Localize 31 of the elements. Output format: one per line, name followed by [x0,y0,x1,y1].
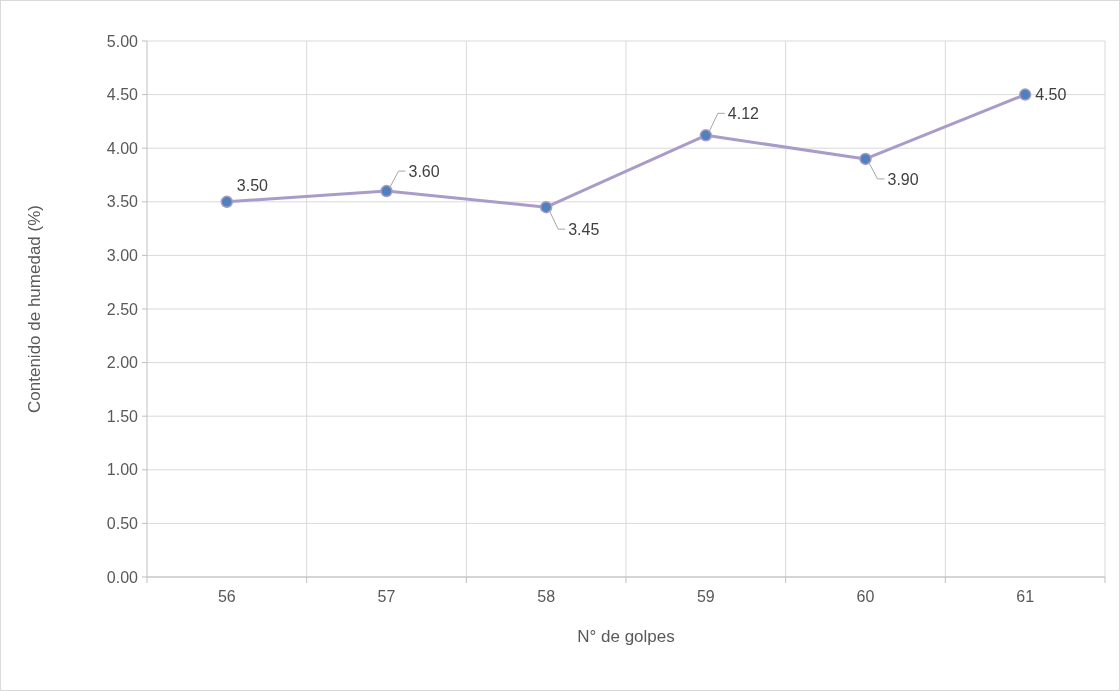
x-tick-label: 56 [217,588,236,605]
y-tick-label: 4.00 [106,139,139,157]
point [699,129,713,142]
y-tick-label: 5.00 [106,32,139,50]
y-tick-label: 2.00 [106,354,139,372]
y-tick-label: 1.50 [106,407,139,425]
x-tick-label: 57 [377,588,396,605]
data-label: 3.50 [236,177,269,195]
x-tick-label: 61 [1016,588,1035,605]
y-tick-label: 3.00 [106,247,139,264]
y-tick-label: 0.00 [106,568,139,586]
y-tick-label: 4.50 [106,86,139,104]
data-label: 3.60 [408,162,440,180]
y-tick-label: 0.50 [106,515,139,532]
x-tick-label: 58 [537,588,556,605]
data-label: 4.12 [727,104,760,122]
x-tick-label: 60 [856,588,875,605]
y-tick-label: 1.00 [106,461,139,479]
data-label: 3.45 [568,220,600,238]
point [1018,88,1032,101]
point [380,184,393,198]
data-label: 4.50 [1035,86,1067,104]
data-label: 3.90 [887,170,919,188]
x-tick-label: 59 [696,588,715,605]
point [859,152,872,166]
x-axis-title: N° de golpes [577,627,675,646]
point [539,200,553,214]
point [220,195,234,209]
y-axis-title: Contenido de humedad (%) [25,205,44,413]
y-tick-label: 3.50 [106,193,139,211]
y-tick-label: 2.50 [106,300,139,318]
